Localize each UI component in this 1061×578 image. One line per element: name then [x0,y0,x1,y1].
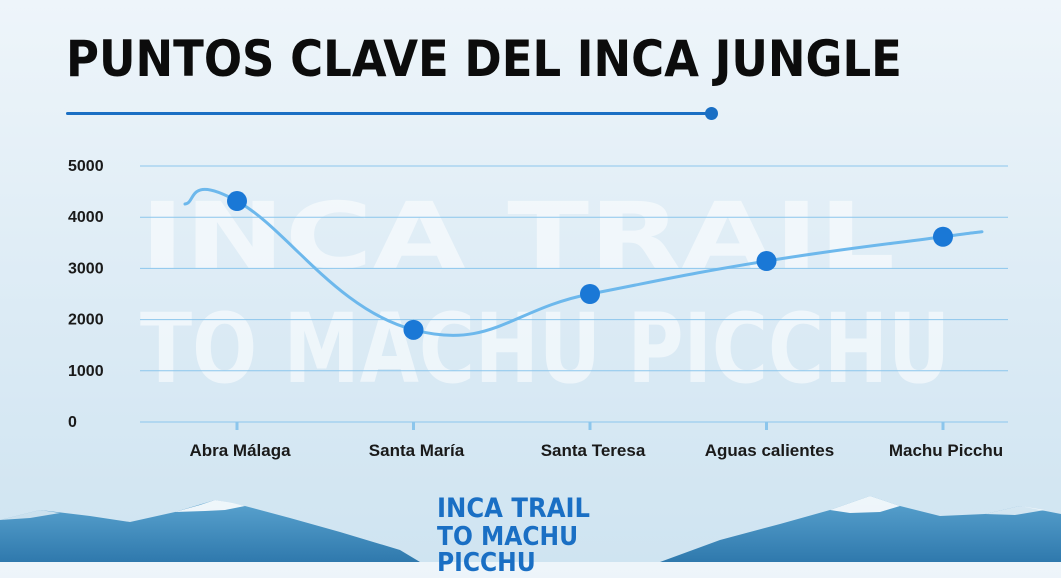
logo-line2: TO MACHU PICCHU [437,522,579,578]
data-point [933,226,953,247]
y-tick-label: 4000 [68,209,104,226]
title-underline-dot [705,107,718,120]
data-point [580,284,600,304]
series-line [183,187,984,337]
x-tick-label: Santa María [369,441,465,460]
data-point [227,191,247,212]
x-axis-labels: Abra Málaga Santa María Santa Teresa Aguas … [189,441,1003,460]
data-point [756,251,777,272]
elevation-chart: 0 1000 2000 3000 4000 5000 Abra Málaga Santa M… [68,158,1008,460]
y-tick-label: 1000 [68,363,104,380]
y-tick-label: 3000 [68,260,104,277]
x-axis-markers [235,422,945,430]
grid-lines [140,165,1008,423]
logo-line1: INCA TRAIL [437,493,591,524]
title-underline [66,112,712,115]
y-tick-label: 0 [68,414,77,431]
watermark-line1: INCA TRAIL [140,183,895,290]
brand-logo: INCA TRAIL TO MACHU PICCHU [437,495,637,576]
data-point [403,319,424,340]
x-tick-label: Machu Picchu [889,441,1003,460]
y-tick-label: 2000 [68,312,104,329]
page-title: PUNTOS CLAVE DEL INCA JUNGLE [66,30,902,88]
x-tick-label: Santa Teresa [541,441,646,460]
y-axis-ticks: 0 1000 2000 3000 4000 5000 [68,158,104,431]
mountains-decor [0,496,1061,562]
watermark: INCA TRAIL TO MACHU PICCHU [140,183,950,405]
y-tick-label: 5000 [68,158,104,175]
background: INCA TRAIL TO MACHU PICCHU [0,183,1061,562]
x-tick-label: Aguas calientes [705,441,834,460]
watermark-line2: TO MACHU PICCHU [140,293,950,405]
data-points [227,191,953,340]
x-tick-label: Abra Málaga [189,441,291,460]
